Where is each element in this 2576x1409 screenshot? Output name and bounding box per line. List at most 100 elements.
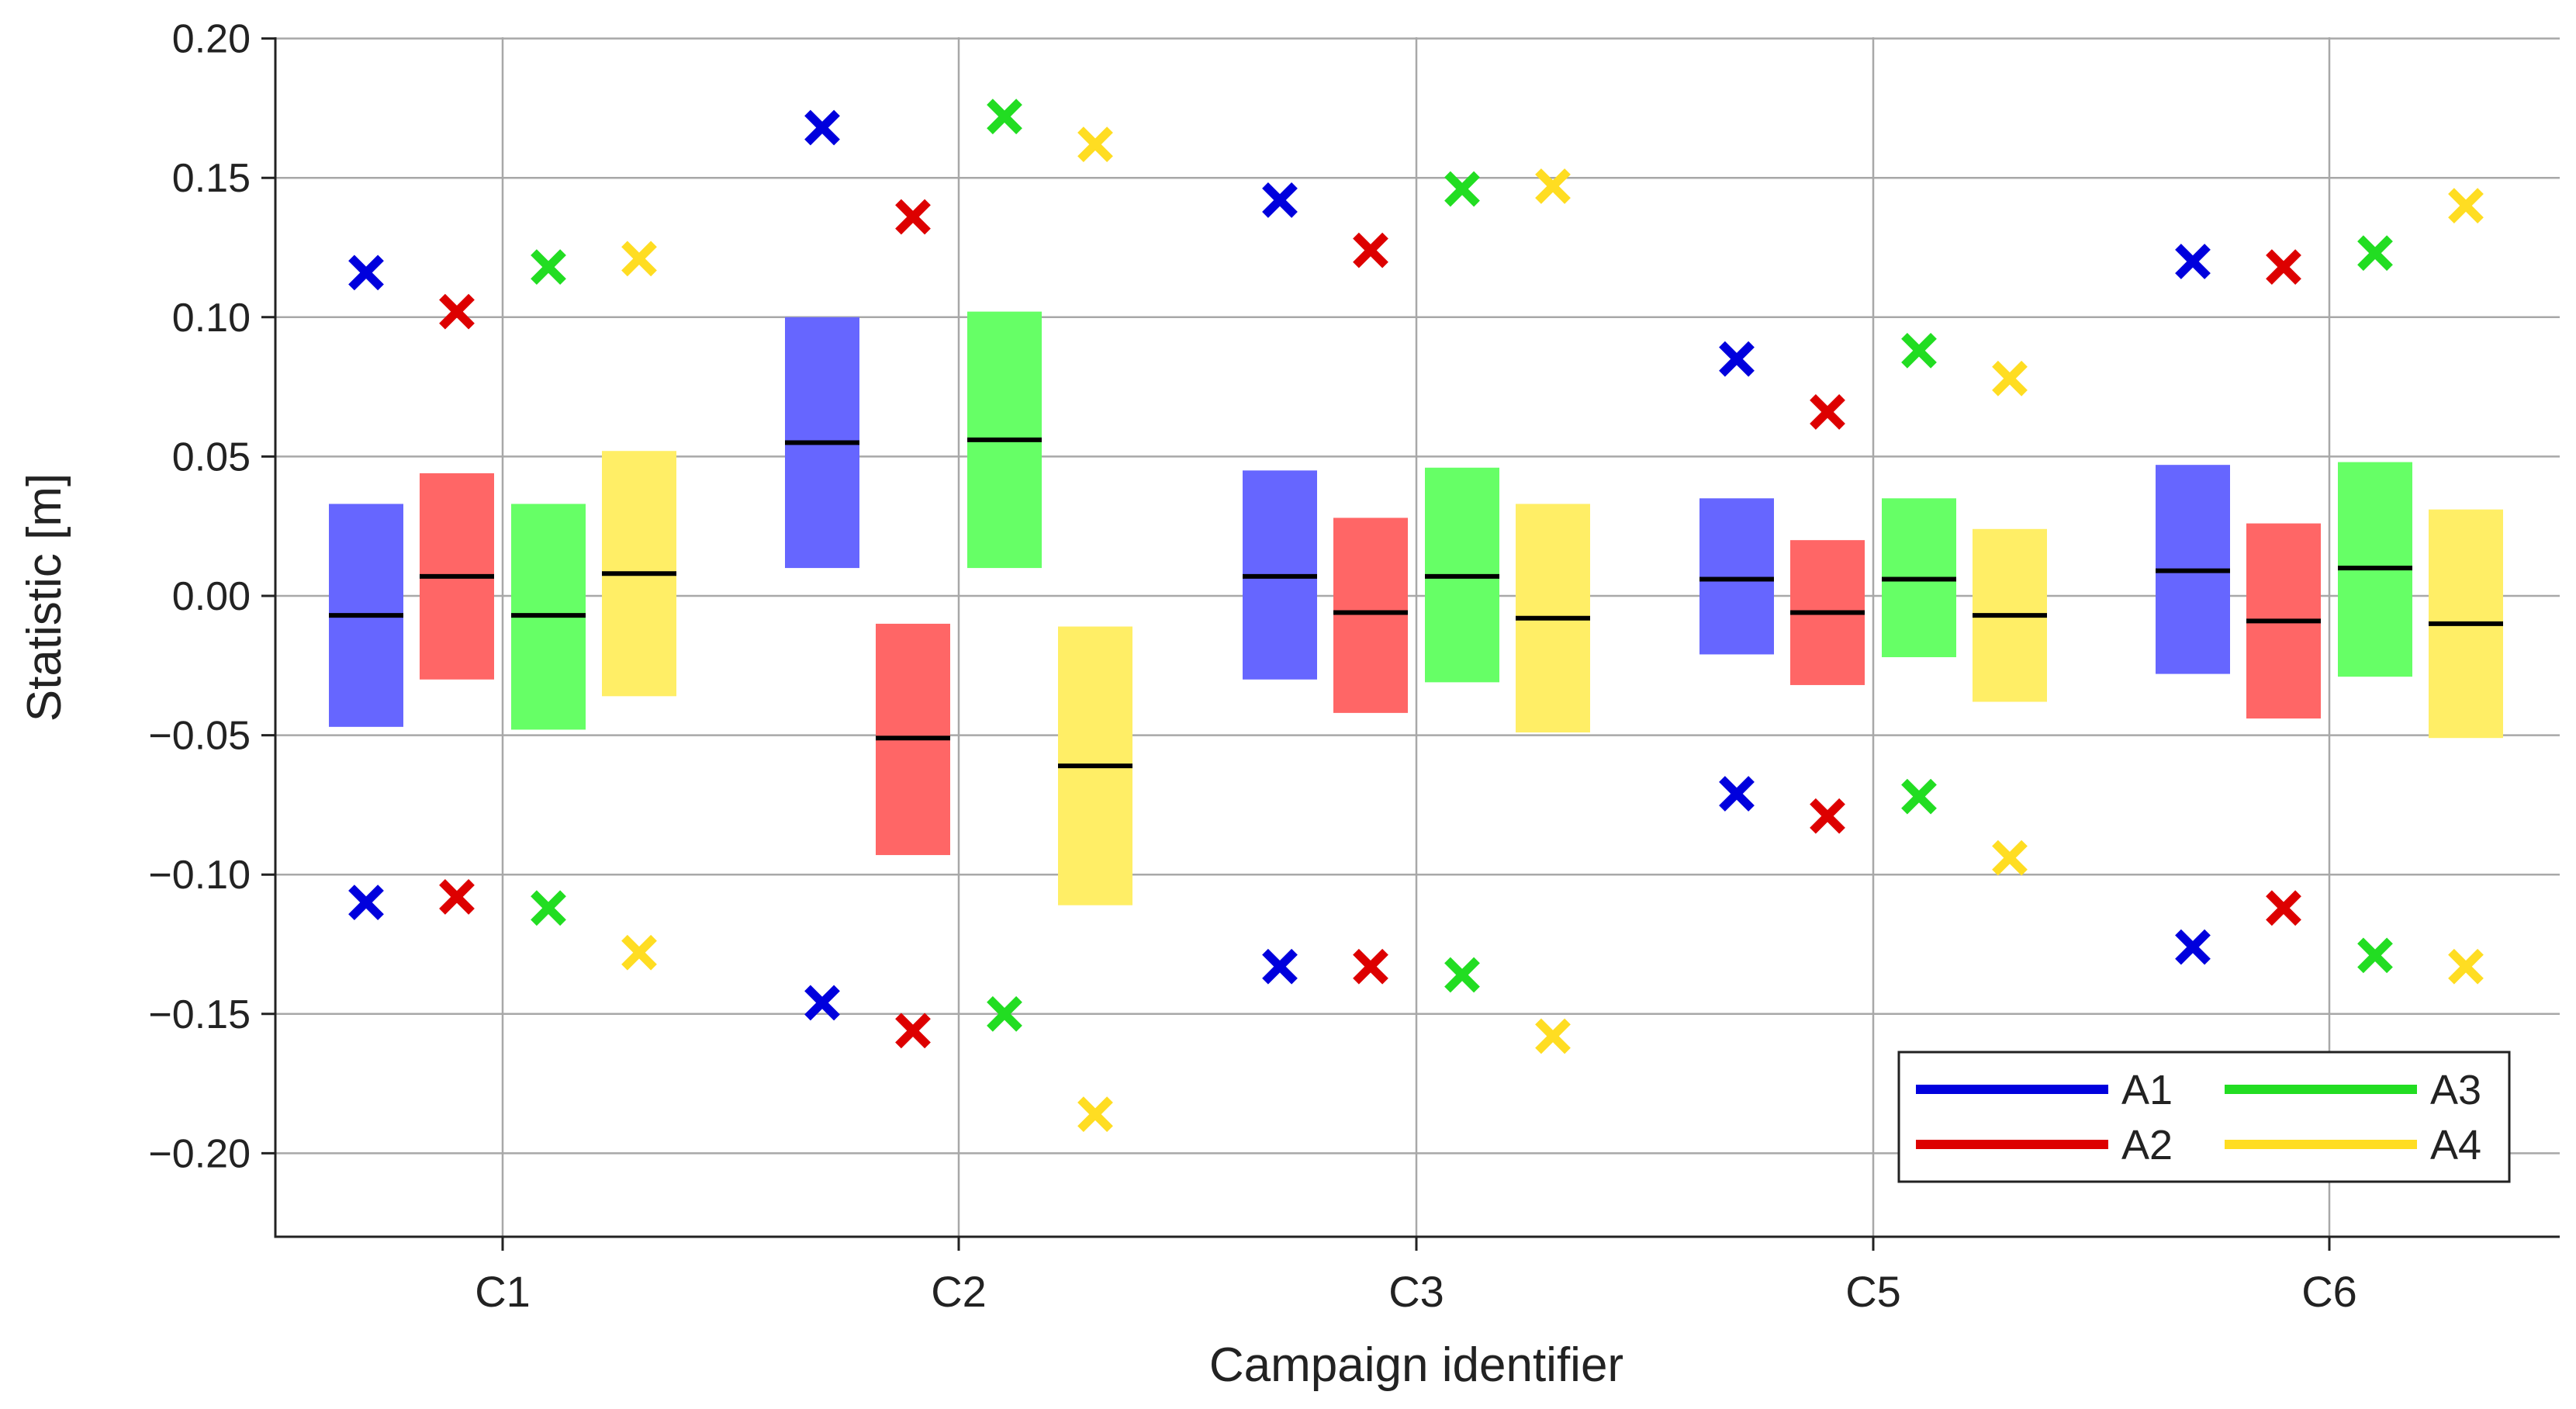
y-tick-label: −0.05 — [148, 714, 251, 759]
y-tick-label: −0.10 — [148, 853, 251, 898]
max-marker — [1077, 126, 1113, 162]
x-stroke — [1810, 798, 1845, 834]
y-tick-label: 0.15 — [172, 156, 251, 201]
min-marker — [1535, 1018, 1571, 1054]
range-box — [1699, 498, 1774, 655]
min-marker — [804, 985, 840, 1021]
x-tick-label: C5 — [1845, 1267, 1901, 1316]
plot-area — [329, 99, 2503, 1133]
x-axis-title: Campaign identifier — [1209, 1338, 1623, 1392]
x-stroke — [2266, 890, 2301, 926]
y-tick-label: 0.20 — [172, 17, 251, 62]
x-tick-label: C1 — [475, 1267, 531, 1316]
legend-box — [1897, 1051, 2511, 1183]
max-marker — [2357, 235, 2393, 272]
x-stroke — [1444, 957, 1480, 993]
min-marker — [895, 1013, 931, 1049]
y-tick-label: 0.00 — [172, 574, 251, 619]
min-marker — [1077, 1096, 1113, 1133]
max-marker — [2266, 249, 2301, 286]
max-marker — [439, 293, 475, 330]
min-marker — [1810, 798, 1845, 834]
legend-label: A1 — [2121, 1067, 2173, 1113]
max-marker — [2448, 188, 2484, 224]
x-stroke — [1262, 182, 1298, 218]
x-stroke — [1077, 126, 1113, 162]
x-stroke — [804, 109, 840, 146]
x-stroke — [1262, 948, 1298, 985]
x-stroke — [1810, 394, 1845, 430]
y-tick-label: 0.05 — [172, 434, 251, 479]
min-marker — [1719, 776, 1755, 812]
legend: A1 A2 A3 A4 — [1897, 1051, 2511, 1183]
x-stroke — [439, 293, 475, 330]
min-marker — [1992, 840, 2028, 876]
x-stroke — [1901, 778, 1937, 815]
max-marker — [987, 99, 1022, 135]
x-stroke — [2448, 188, 2484, 224]
x-stroke — [1077, 1096, 1113, 1133]
x-tick-label: C6 — [2301, 1267, 2357, 1316]
legend-label: A2 — [2121, 1122, 2173, 1168]
x-stroke — [895, 1013, 931, 1049]
y-axis-title: Statistic [m] — [18, 473, 71, 722]
min-marker — [348, 885, 384, 921]
y-tick-label: 0.10 — [172, 296, 251, 341]
x-stroke — [1901, 333, 1937, 369]
min-marker — [1353, 948, 1388, 985]
x-stroke — [531, 890, 566, 926]
x-stroke — [2175, 244, 2211, 279]
min-marker — [2357, 937, 2393, 974]
x-tick-label: C3 — [1388, 1267, 1444, 1316]
max-marker — [804, 109, 840, 146]
max-marker — [1262, 182, 1298, 218]
x-stroke — [2448, 948, 2484, 985]
x-stroke — [1992, 360, 2028, 396]
legend-label: A4 — [2430, 1122, 2481, 1168]
min-marker — [531, 890, 566, 926]
grid — [275, 37, 2560, 1237]
x-stroke — [2266, 249, 2301, 286]
axes: 0.20 0.15 0.10 0.05 0.00 −0.05 −0.10 −0.15 −0.20… — [148, 17, 2560, 1316]
x-stroke — [987, 995, 1022, 1032]
x-stroke — [348, 254, 384, 291]
min-marker — [987, 995, 1022, 1032]
max-marker — [348, 254, 384, 291]
x-stroke — [2357, 937, 2393, 974]
legend-label: A3 — [2430, 1067, 2481, 1113]
max-marker — [1810, 394, 1845, 430]
y-tick-label: −0.20 — [148, 1131, 251, 1176]
max-marker — [1353, 232, 1388, 268]
x-stroke — [987, 99, 1022, 135]
x-stroke — [1535, 168, 1571, 204]
x-stroke — [621, 241, 657, 277]
x-stroke — [621, 934, 657, 971]
x-stroke — [1353, 232, 1388, 268]
x-stroke — [1719, 776, 1755, 812]
max-marker — [2175, 244, 2211, 279]
axis-frame — [274, 37, 2560, 1238]
min-marker — [1262, 948, 1298, 985]
x-stroke — [1992, 840, 2028, 876]
max-marker — [1901, 333, 1937, 369]
x-tick-label: C2 — [931, 1267, 987, 1316]
max-marker — [895, 199, 931, 235]
min-marker — [2448, 948, 2484, 985]
y-tick-label: −0.15 — [148, 992, 251, 1037]
min-marker — [1901, 778, 1937, 815]
x-stroke — [1353, 948, 1388, 985]
x-stroke — [1444, 171, 1480, 207]
max-marker — [1719, 341, 1755, 377]
x-stroke — [895, 199, 931, 235]
x-stroke — [2175, 929, 2211, 965]
x-stroke — [531, 249, 566, 286]
min-marker — [1444, 957, 1480, 993]
range-box — [1333, 518, 1408, 713]
min-marker — [2266, 890, 2301, 926]
x-stroke — [348, 885, 384, 921]
x-stroke — [804, 985, 840, 1021]
x-stroke — [1719, 341, 1755, 377]
max-marker — [531, 249, 566, 286]
max-marker — [621, 241, 657, 277]
